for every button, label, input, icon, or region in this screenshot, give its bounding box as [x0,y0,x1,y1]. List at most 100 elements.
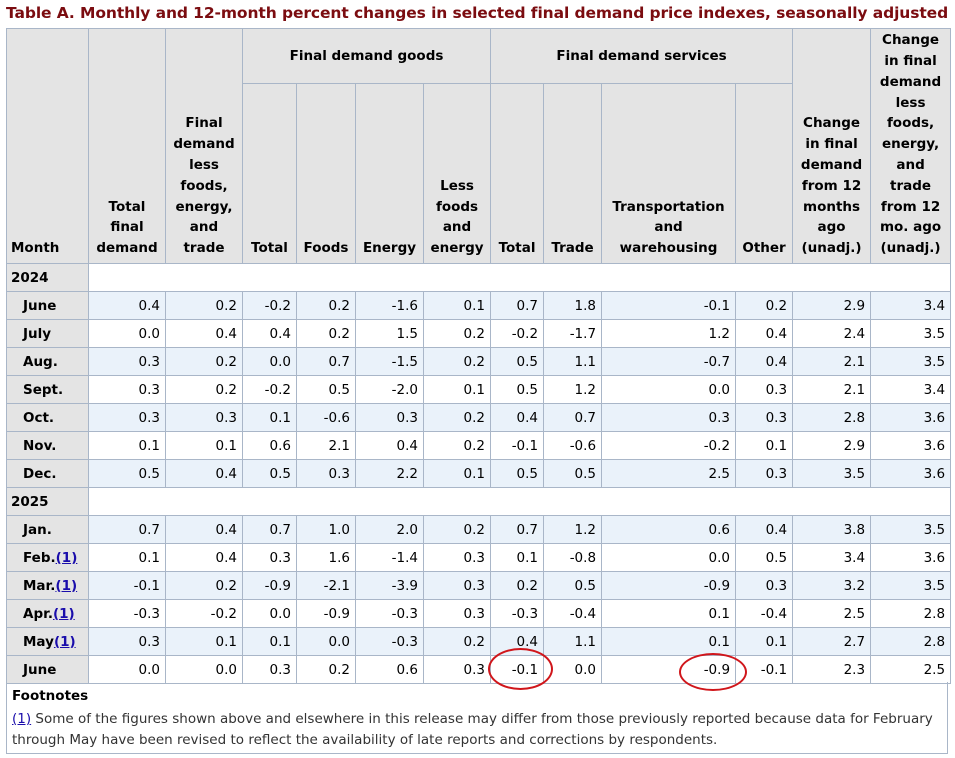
value-cell: 1.2 [601,319,737,348]
header-services-trade: Trade [543,83,603,264]
value-cell: 3.6 [870,543,952,572]
month-label: June [23,297,57,314]
value-cell: 2.8 [870,627,952,656]
value-cell: -0.9 [601,571,737,600]
footnote-text: (1) Some of the figures shown above and … [12,709,942,751]
month-label: May [23,633,54,650]
value-cell: 1.5 [355,319,424,348]
footnote-ref-link[interactable]: (1) [12,711,32,727]
value-cell: -0.9 [242,571,297,600]
value-cell: 0.1 [735,627,794,656]
month-label: Jan. [23,521,52,538]
table-row: Apr.(1) -0.3 -0.2 0.0 -0.9 -0.3 0.3 -0.3 -0.4 0.1… [6,599,952,628]
value-cell: 0.7 [490,291,545,320]
value-cell: 0.5 [88,459,166,488]
value-cell: -2.1 [296,571,356,600]
table-row: Aug. 0.3 0.2 0.0 0.7 -1.5 0.2 0.5 1.1 -0.7 0.4 2.1 3… [6,347,952,376]
value-cell: 0.2 [165,291,243,320]
month-cell: Mar.(1) [6,571,89,600]
value-cell: 0.0 [88,655,166,684]
value-cell: 2.8 [870,599,952,628]
month-label: Sept. [23,381,64,398]
year-row-filler [87,263,952,292]
month-cell: Apr.(1) [6,599,89,628]
header-services-total: Total [490,83,545,264]
value-cell: 3.4 [792,543,872,572]
table-body: 2024 June 0.4 0.2 -0.2 0.2 -1.6 0.1 0.7 1.8 -0.1 0.… [6,263,952,684]
value-cell: 1.0 [296,515,356,544]
value-cell: 1.8 [543,291,603,320]
month-label: Feb. [23,549,56,566]
footnote-link[interactable]: (1) [55,549,78,566]
header-group-services: Final demand services [490,28,794,84]
footnote-link[interactable]: (1) [55,577,78,594]
value-cell: -1.7 [543,319,603,348]
value-cell: 0.1 [88,543,166,572]
month-cell: Jan. [6,515,89,544]
value-cell: 0.3 [735,403,794,432]
month-cell: May(1) [6,627,89,656]
value-cell: 0.7 [88,515,166,544]
year-label: 2025 [6,487,89,516]
value-cell: 3.5 [870,319,952,348]
value-cell: -0.2 [242,291,297,320]
footnote-body: Some of the figures shown above and else… [12,711,933,748]
footnote-link[interactable]: (1) [53,633,76,650]
footnotes-heading: Footnotes [12,688,89,704]
value-cell: -1.5 [355,347,424,376]
value-cell: -0.3 [490,599,545,628]
value-cell: -0.1 [88,571,166,600]
value-cell: 0.1 [242,627,297,656]
value-cell: 0.1 [490,543,545,572]
value-cell: -0.4 [735,599,794,628]
value-cell: -0.3 [355,627,424,656]
month-cell: Sept. [6,375,89,404]
header-goods-total: Total [242,83,297,264]
value-cell: 2.8 [792,403,872,432]
value-cell: 0.6 [242,431,297,460]
table-row: Sept. 0.3 0.2 -0.2 0.5 -2.0 0.1 0.5 1.2 0.0 0.3 2.1… [6,375,952,404]
value-cell: 2.5 [870,655,952,684]
value-cell: 0.2 [422,319,492,348]
value-cell: 0.3 [242,543,297,572]
value-cell: 2.9 [792,431,872,460]
header-services-other: Other [735,83,794,264]
table-row: May(1) 0.3 0.1 0.1 0.0 -0.3 0.2 0.4 1.1 0.1 0.1 2.7… [6,627,952,656]
value-cell: 0.5 [543,459,603,488]
value-cell: 0.5 [490,347,545,376]
value-cell: 3.6 [870,459,952,488]
price-index-table: Month Total final demand Final demand le… [6,28,952,684]
value-cell: 0.3 [735,459,794,488]
header-final-demand-less: Final demand less foods, energy, and tra… [165,28,243,264]
value-cell: 1.1 [543,627,603,656]
value-cell: 0.0 [601,543,737,572]
value-cell: 0.1 [422,291,492,320]
value-cell: 0.0 [242,599,297,628]
month-cell: Nov. [6,431,89,460]
value-cell: 0.4 [165,515,243,544]
value-cell: 0.1 [165,431,243,460]
value-cell: 0.1 [88,431,166,460]
value-cell: 3.5 [792,459,872,488]
value-cell: 0.4 [735,319,794,348]
value-cell: 0.5 [242,459,297,488]
value-cell: 2.7 [792,627,872,656]
table-row: Oct. 0.3 0.3 0.1 -0.6 0.3 0.2 0.4 0.7 0.3 0.3 2.8 3.… [6,403,952,432]
footnote-link[interactable]: (1) [52,605,75,622]
value-cell: -1.4 [355,543,424,572]
header-group-goods: Final demand goods [241,28,492,84]
value-cell: 0.3 [88,375,166,404]
value-cell: 2.0 [355,515,424,544]
value-cell: 0.4 [490,403,545,432]
value-cell: 0.3 [88,403,166,432]
table-row: Nov. 0.1 0.1 0.6 2.1 0.4 0.2 -0.1 -0.6 -0.2 0.1 2.9… [6,431,952,460]
month-cell: Feb.(1) [6,543,89,572]
value-cell: 2.1 [296,431,356,460]
month-cell: Aug. [6,347,89,376]
value-cell: -0.1 [601,291,737,320]
value-cell: 2.1 [792,347,872,376]
table-row: June 0.4 0.2 -0.2 0.2 -1.6 0.1 0.7 1.8 -0.1 0.2 2.9… [6,291,952,320]
value-cell: 3.5 [870,347,952,376]
value-cell: 0.3 [601,403,737,432]
year-row: 2024 [6,263,952,292]
